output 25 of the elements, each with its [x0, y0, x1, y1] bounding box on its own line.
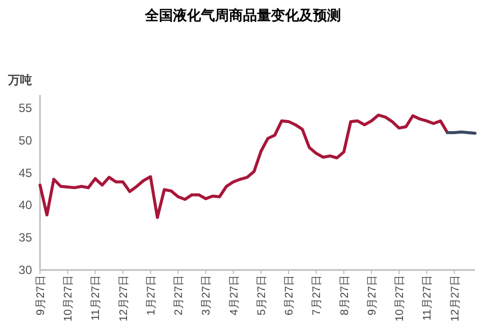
y-tick-label: 55 — [18, 100, 32, 115]
x-tick-label: 8月27日 — [338, 275, 351, 316]
x-tick-label: 3月27日 — [200, 275, 213, 316]
x-tick-label: 9月27日 — [35, 275, 47, 316]
y-tick-label: 50 — [18, 133, 32, 148]
x-tick-label: 11月27日 — [422, 275, 434, 321]
y-tick-label: 30 — [18, 263, 32, 277]
x-tick-label: 10月27日 — [62, 275, 75, 322]
x-tick-label: 12月27日 — [118, 275, 130, 322]
x-tick-label: 5月27日 — [256, 275, 268, 316]
y-tick-label: 35 — [18, 230, 32, 245]
x-tick-label: 11月27日 — [90, 275, 102, 321]
x-tick-label: 9月27日 — [366, 275, 378, 316]
x-tick-label: 4月27日 — [228, 275, 240, 316]
x-tick-label: 6月27日 — [284, 275, 296, 316]
x-tick-label: 7月27日 — [311, 275, 324, 316]
y-axis-title: 万吨 — [7, 73, 32, 87]
line-series — [38, 114, 449, 219]
x-tick-label: 1月27日 — [145, 275, 158, 316]
x-tick-label: 12月27日 — [449, 275, 462, 322]
chart-title: 全国液化气周商品量变化及预测 — [144, 7, 341, 23]
y-tick-label: 45 — [18, 166, 32, 180]
y-tick-label: 40 — [18, 198, 32, 212]
x-tick-label: 2月27日 — [173, 275, 186, 316]
x-tick-label: 10月27日 — [394, 275, 406, 322]
